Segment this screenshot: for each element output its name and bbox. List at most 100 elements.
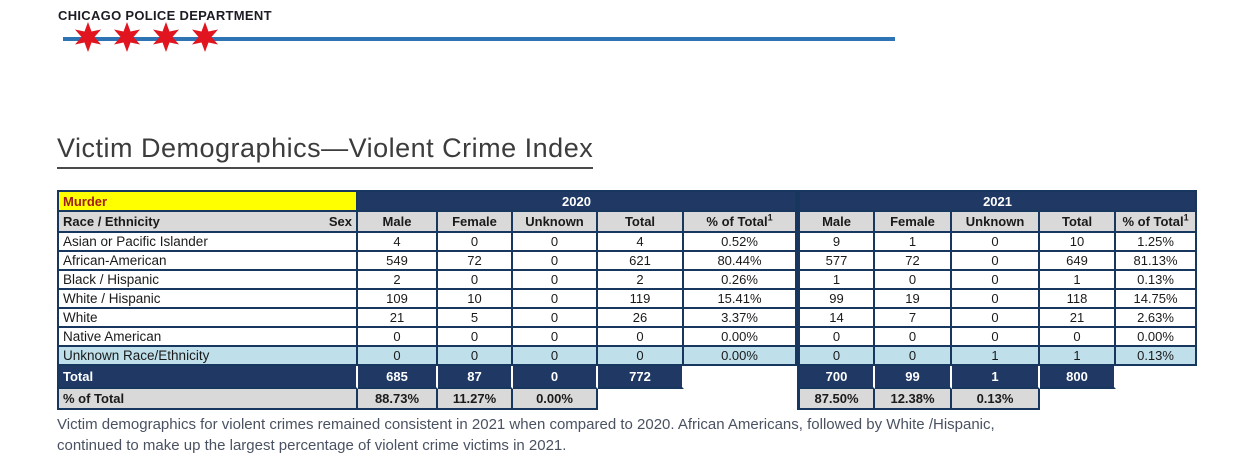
data-cell: 119 — [598, 290, 684, 309]
data-cell: 5 — [438, 309, 513, 328]
category-label: Murder — [57, 190, 358, 212]
data-cell: 10 — [1040, 233, 1117, 252]
data-cell: 0 — [952, 252, 1041, 271]
table-row: Native American 0 0 0 0 0.00% 0 0 0 0 0.… — [57, 328, 1198, 347]
data-cell: 21 — [1040, 309, 1117, 328]
data-cell: 0 — [438, 328, 513, 347]
race-label-cell: Asian or Pacific Islander — [57, 233, 358, 252]
data-cell: 0.26% — [684, 271, 798, 290]
data-cell: 118 — [1040, 290, 1117, 309]
data-cell: 0 — [952, 290, 1041, 309]
table-row-highlighted: Unknown Race/Ethnicity 0 0 0 0 0.00% 0 0… — [57, 347, 1198, 366]
data-cell: 0 — [438, 233, 513, 252]
page-title: Victim Demographics—Violent Crime Index — [57, 133, 594, 169]
data-cell: 0.00% — [1116, 328, 1198, 347]
data-cell: 19 — [875, 290, 953, 309]
pct-cell: 88.73% — [358, 389, 438, 410]
data-cell: 1 — [952, 347, 1041, 366]
col-header-male-2020: Male — [358, 212, 438, 233]
data-cell: 1.25% — [1116, 233, 1198, 252]
data-cell: 4 — [358, 233, 438, 252]
total-cell: 99 — [875, 366, 953, 389]
data-cell: 2.63% — [1116, 309, 1198, 328]
table-header-columns: Race / Ethnicity Sex Male Female Unknown… — [57, 212, 1198, 233]
chicago-stars-icon — [75, 22, 218, 52]
total-row: Total 685 87 0 772 700 99 1 800 — [57, 366, 1198, 389]
total-cell: 1 — [952, 366, 1041, 389]
summary-caption: Victim demographics for violent crimes r… — [57, 414, 1217, 456]
table-row: African-American 549 72 0 621 80.44% 577… — [57, 252, 1198, 271]
table-row: Black / Hispanic 2 0 0 2 0.26% 1 0 0 1 0… — [57, 271, 1198, 290]
data-cell: 14 — [797, 309, 876, 328]
data-cell: 0 — [875, 347, 953, 366]
col-header-female-2020: Female — [438, 212, 513, 233]
data-cell: 0.00% — [684, 328, 798, 347]
pct-cell: 87.50% — [797, 389, 876, 410]
data-cell: 109 — [358, 290, 438, 309]
data-cell: 80.44% — [684, 252, 798, 271]
data-cell: 0 — [598, 328, 684, 347]
data-cell: 0 — [438, 271, 513, 290]
col-header-male-2021: Male — [797, 212, 876, 233]
race-label-cell: African-American — [57, 252, 358, 271]
data-cell: 0 — [438, 347, 513, 366]
data-cell: 0 — [513, 233, 598, 252]
data-cell: 0 — [513, 328, 598, 347]
table-row: Asian or Pacific Islander 4 0 0 4 0.52% … — [57, 233, 1198, 252]
data-cell: 0 — [952, 233, 1041, 252]
data-cell: 1 — [875, 233, 953, 252]
data-cell: 0 — [513, 252, 598, 271]
total-cell: 772 — [598, 366, 684, 389]
empty-cell — [684, 389, 798, 410]
data-cell: 621 — [598, 252, 684, 271]
total-label-cell: Total — [57, 366, 358, 389]
data-cell: 14.75% — [1116, 290, 1198, 309]
data-cell: 72 — [438, 252, 513, 271]
col-header-total-2020: Total — [598, 212, 684, 233]
data-cell: 0 — [513, 271, 598, 290]
data-cell: 2 — [358, 271, 438, 290]
table-row: White 21 5 0 26 3.37% 14 7 0 21 2.63% — [57, 309, 1198, 328]
letterhead: CHICAGO POLICE DEPARTMENT — [57, 6, 897, 56]
data-cell: 0 — [513, 309, 598, 328]
footnote-marker: 1 — [1183, 212, 1189, 223]
total-cell: 700 — [797, 366, 876, 389]
data-cell: 0.13% — [1116, 347, 1198, 366]
data-cell: 0.13% — [1116, 271, 1198, 290]
data-cell: 9 — [797, 233, 876, 252]
col-header-unknown-2020: Unknown — [513, 212, 598, 233]
total-cell: 0 — [513, 366, 598, 389]
data-cell: 3.37% — [684, 309, 798, 328]
data-cell: 81.13% — [1116, 252, 1198, 271]
percent-of-total-row: % of Total 88.73% 11.27% 0.00% 87.50% 12… — [57, 389, 1198, 410]
data-cell: 0 — [797, 347, 876, 366]
data-cell: 0 — [797, 328, 876, 347]
empty-cell — [598, 389, 684, 410]
data-cell: 0.00% — [684, 347, 798, 366]
data-cell: 15.41% — [684, 290, 798, 309]
data-cell: 7 — [875, 309, 953, 328]
total-cell: 800 — [1040, 366, 1117, 389]
table-row: White / Hispanic 109 10 0 119 15.41% 99 … — [57, 290, 1198, 309]
header-rule — [63, 37, 895, 41]
empty-cell — [1116, 389, 1198, 410]
data-cell: 0 — [952, 328, 1041, 347]
race-label-cell: Unknown Race/Ethnicity — [57, 347, 358, 366]
year-2020-header: 2020 — [358, 190, 798, 212]
data-cell: 1 — [797, 271, 876, 290]
data-cell: 26 — [598, 309, 684, 328]
data-cell: 0 — [358, 347, 438, 366]
table-header-years: Murder 2020 2021 — [57, 190, 1198, 212]
race-label-cell: White / Hispanic — [57, 290, 358, 309]
data-cell: 0 — [358, 328, 438, 347]
data-cell: 0 — [952, 271, 1041, 290]
pct-cell: 11.27% — [438, 389, 513, 410]
race-label-cell: White — [57, 309, 358, 328]
empty-cell — [684, 366, 798, 389]
caption-line-2: continued to make up the largest percent… — [57, 437, 567, 454]
data-cell: 1 — [1040, 347, 1117, 366]
total-cell: 87 — [438, 366, 513, 389]
data-cell: 0 — [952, 309, 1041, 328]
sex-header: Sex — [328, 214, 352, 229]
victim-demographics-table: Murder 2020 2021 Race / Ethnicity Sex Ma… — [57, 190, 1198, 410]
